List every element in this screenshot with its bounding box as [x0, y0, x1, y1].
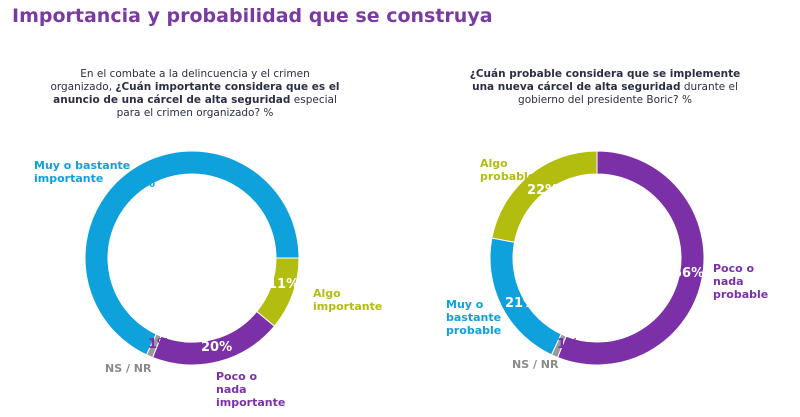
donut-slice-poco-o-nada-probable — [556, 150, 705, 366]
question-2-post: durante el gobierno del presidente Boric… — [518, 81, 738, 106]
label-poco-importante: Poco o nada importante — [216, 370, 286, 409]
donut-slice-muy-o-bastante-importante — [84, 150, 300, 356]
pct-nsnr-2: 1% — [557, 337, 580, 352]
pct-muy-probable: 21% — [505, 296, 537, 311]
label-nsnr-1: NS / NR — [105, 362, 152, 375]
pct-muy-importante: 68% — [124, 176, 156, 191]
label-muy-probable: Muy o bastante probable — [446, 298, 502, 337]
pct-poco-probable: 56% — [673, 266, 705, 281]
question-2: ¿Cuán probable considera que se implemen… — [460, 68, 750, 107]
pct-poco-importante: 20% — [201, 340, 233, 355]
question-1-post: especial para el crimen organizado? % — [116, 94, 337, 119]
label-poco-probable: Poco o nada probable — [713, 262, 769, 301]
donut-slice-algo-importante — [256, 257, 300, 327]
label-algo-importante: Algo importante — [313, 287, 383, 313]
label-algo-probable: Algo probable — [480, 157, 536, 183]
label-nsnr-2: NS / NR — [512, 358, 559, 371]
page-title: Importancia y probabilidad que se constr… — [12, 5, 493, 27]
donut-slice-algo-probable — [491, 150, 598, 243]
pct-nsnr-1: 1% — [148, 337, 171, 352]
label-muy-importante: Muy o bastante importante — [34, 159, 131, 185]
question-1-pre: En el combate a la delincuencia y el cri… — [50, 68, 310, 93]
question-2-bold: ¿Cuán probable considera que se implemen… — [469, 68, 741, 93]
question-1-bold: ¿Cuán importante considera que es el anu… — [53, 81, 340, 106]
question-1: En el combate a la delincuencia y el cri… — [50, 68, 340, 120]
pct-algo-importante: 11% — [268, 277, 300, 292]
donut-slice-poco-o-nada-importante — [151, 310, 276, 366]
pct-algo-probable: 22% — [527, 183, 559, 198]
